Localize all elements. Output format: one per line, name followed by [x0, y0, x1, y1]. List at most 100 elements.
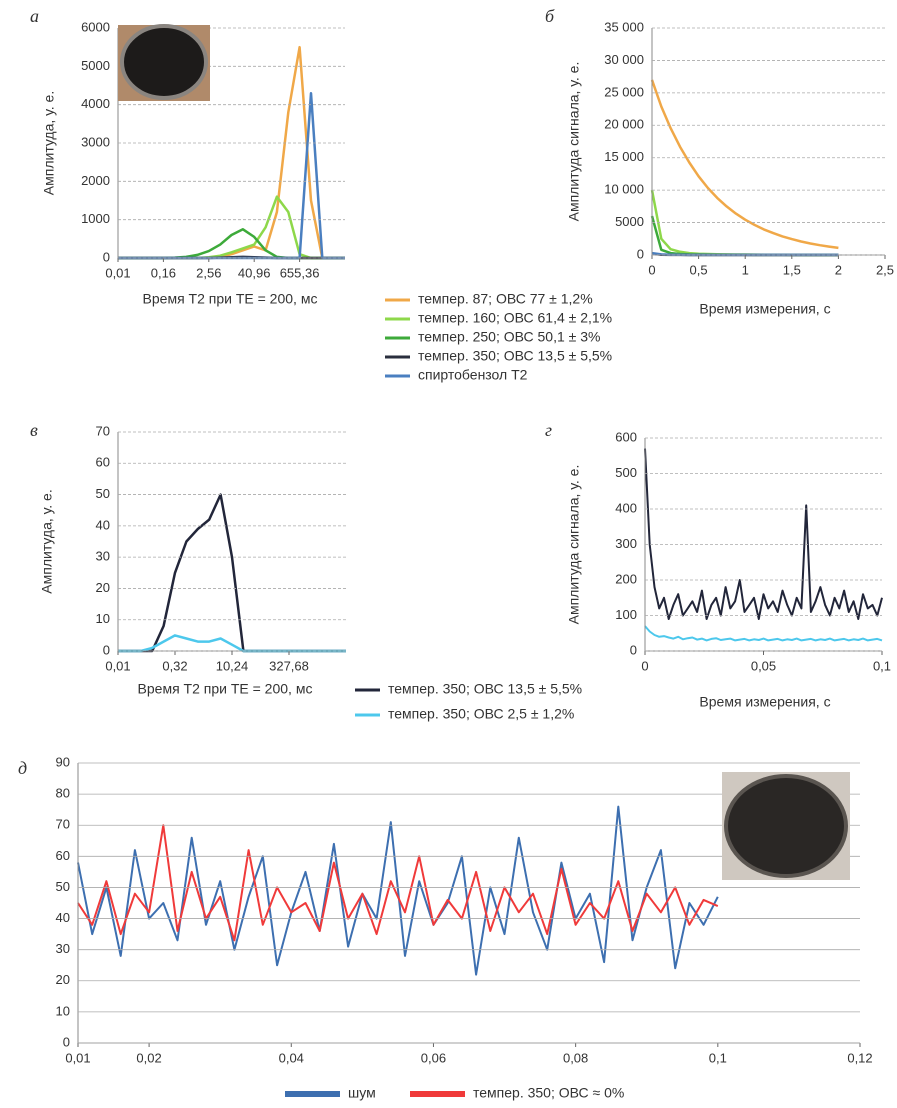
legend-label: темпер. 350; ОВС ≈ 0%: [473, 1085, 624, 1101]
x-tick-label: 1: [742, 262, 749, 277]
y-tick-label: 90: [56, 754, 70, 769]
x-tick-label: 2,56: [196, 265, 221, 280]
inset-photo-d: [722, 772, 850, 880]
y-axis-label: Амплитуда сигнала, у. е.: [566, 62, 582, 222]
legend-label: темпер. 160; ОВС 61,4 ± 2,1%: [418, 310, 612, 326]
x-tick-label: 0: [641, 658, 648, 673]
x-tick-label: 40,96: [238, 265, 271, 280]
y-tick-label: 100: [615, 607, 637, 622]
y-tick-label: 30: [96, 549, 110, 564]
x-axis-label: Время Т2 при ТЕ = 200, мс: [143, 291, 318, 307]
y-tick-label: 60: [96, 455, 110, 470]
x-tick-label: 0,06: [421, 1050, 446, 1065]
y-tick-label: 0: [63, 1034, 70, 1049]
panel-letter: б: [545, 6, 555, 26]
y-tick-label: 400: [615, 500, 637, 515]
photo-sample: [120, 24, 208, 100]
panel-letter: д: [18, 758, 27, 778]
x-axis-label: Время измерения, с: [699, 301, 830, 317]
photo-sample: [724, 774, 848, 878]
series-line: [118, 493, 346, 653]
legend-label: спиртобензол Т2: [418, 367, 528, 383]
y-tick-label: 4000: [81, 96, 110, 111]
series-line: [650, 215, 839, 257]
legend-label: темпер. 350; ОВС 13,5 ± 5,5%: [388, 681, 582, 697]
series-line: [650, 79, 839, 250]
y-tick-label: 70: [96, 423, 110, 438]
y-tick-label: 0: [637, 246, 644, 261]
y-tick-label: 40: [56, 910, 70, 925]
y-tick-label: 0: [103, 249, 110, 264]
y-tick-label: 0: [103, 642, 110, 657]
y-tick-label: 200: [615, 571, 637, 586]
x-tick-label: 0,04: [279, 1050, 304, 1065]
x-tick-label: 0,01: [105, 658, 130, 673]
y-tick-label: 50: [56, 879, 70, 894]
legend-label: темпер. 250; ОВС 50,1 ± 3%: [418, 329, 600, 345]
y-tick-label: 25 000: [604, 84, 644, 99]
y-tick-label: 300: [615, 536, 637, 551]
y-tick-label: 10: [96, 611, 110, 626]
y-tick-label: 15 000: [604, 149, 644, 164]
x-tick-label: 10,24: [216, 658, 249, 673]
x-tick-label: 327,68: [269, 658, 309, 673]
x-tick-label: 655,36: [280, 265, 320, 280]
legend-label: темпер. 350; ОВС 2,5 ± 1,2%: [388, 706, 574, 722]
y-tick-label: 35 000: [604, 19, 644, 34]
x-tick-label: 1,5: [783, 262, 801, 277]
x-tick-label: 0,08: [563, 1050, 588, 1065]
series-line: [77, 824, 719, 942]
y-tick-label: 30: [56, 941, 70, 956]
series-line: [118, 91, 345, 260]
x-tick-label: 2: [835, 262, 842, 277]
x-tick-label: 0,12: [847, 1050, 872, 1065]
y-tick-label: 80: [56, 786, 70, 801]
y-axis-label: Амплитуда сигнала, у. е.: [566, 465, 582, 625]
y-tick-label: 70: [56, 817, 70, 832]
y-tick-label: 20 000: [604, 117, 644, 132]
x-axis-label: Время измерения, с: [699, 694, 830, 710]
y-tick-label: 0: [630, 642, 637, 657]
x-tick-label: 0,01: [105, 265, 130, 280]
y-tick-label: 500: [615, 465, 637, 480]
x-tick-label: 0: [648, 262, 655, 277]
series-line: [644, 625, 883, 642]
inset-photo-a: [118, 24, 210, 101]
y-tick-label: 2000: [81, 173, 110, 188]
panel-letter: г: [545, 420, 552, 440]
y-tick-label: 40: [96, 517, 110, 532]
y-tick-label: 5000: [81, 58, 110, 73]
legend-label: темпер. 87; ОВС 77 ± 1,2%: [418, 291, 593, 307]
x-tick-label: 0,16: [151, 265, 176, 280]
y-tick-label: 3000: [81, 134, 110, 149]
y-tick-label: 20: [56, 972, 70, 987]
y-axis-label: Амплитуда, у. е.: [39, 489, 55, 593]
legend-label: темпер. 350; ОВС 13,5 ± 5,5%: [418, 348, 612, 364]
x-tick-label: 0,02: [136, 1050, 161, 1065]
y-axis-label: Амплитуда, у. е.: [41, 91, 57, 195]
y-tick-label: 10: [56, 1003, 70, 1018]
y-tick-label: 600: [615, 429, 637, 444]
y-tick-label: 30 000: [604, 52, 644, 67]
x-tick-label: 0,01: [65, 1050, 90, 1065]
series-line: [118, 634, 346, 653]
y-tick-label: 1000: [81, 211, 110, 226]
series-line: [644, 448, 883, 620]
x-axis-label: Время Т2 при ТЕ = 200, мс: [138, 681, 313, 697]
x-tick-label: 2,5: [876, 262, 894, 277]
x-tick-label: 0,1: [709, 1050, 727, 1065]
series-line: [77, 805, 719, 976]
x-tick-label: 0,32: [162, 658, 187, 673]
y-tick-label: 6000: [81, 19, 110, 34]
panel-letter: а: [30, 6, 39, 26]
y-tick-label: 20: [96, 580, 110, 595]
x-tick-label: 0,5: [690, 262, 708, 277]
x-tick-label: 0,05: [751, 658, 776, 673]
x-tick-label: 0,1: [873, 658, 891, 673]
panel-letter: в: [30, 420, 38, 440]
y-tick-label: 5000: [615, 214, 644, 229]
legend-label: шум: [348, 1085, 376, 1101]
y-tick-label: 10 000: [604, 182, 644, 197]
